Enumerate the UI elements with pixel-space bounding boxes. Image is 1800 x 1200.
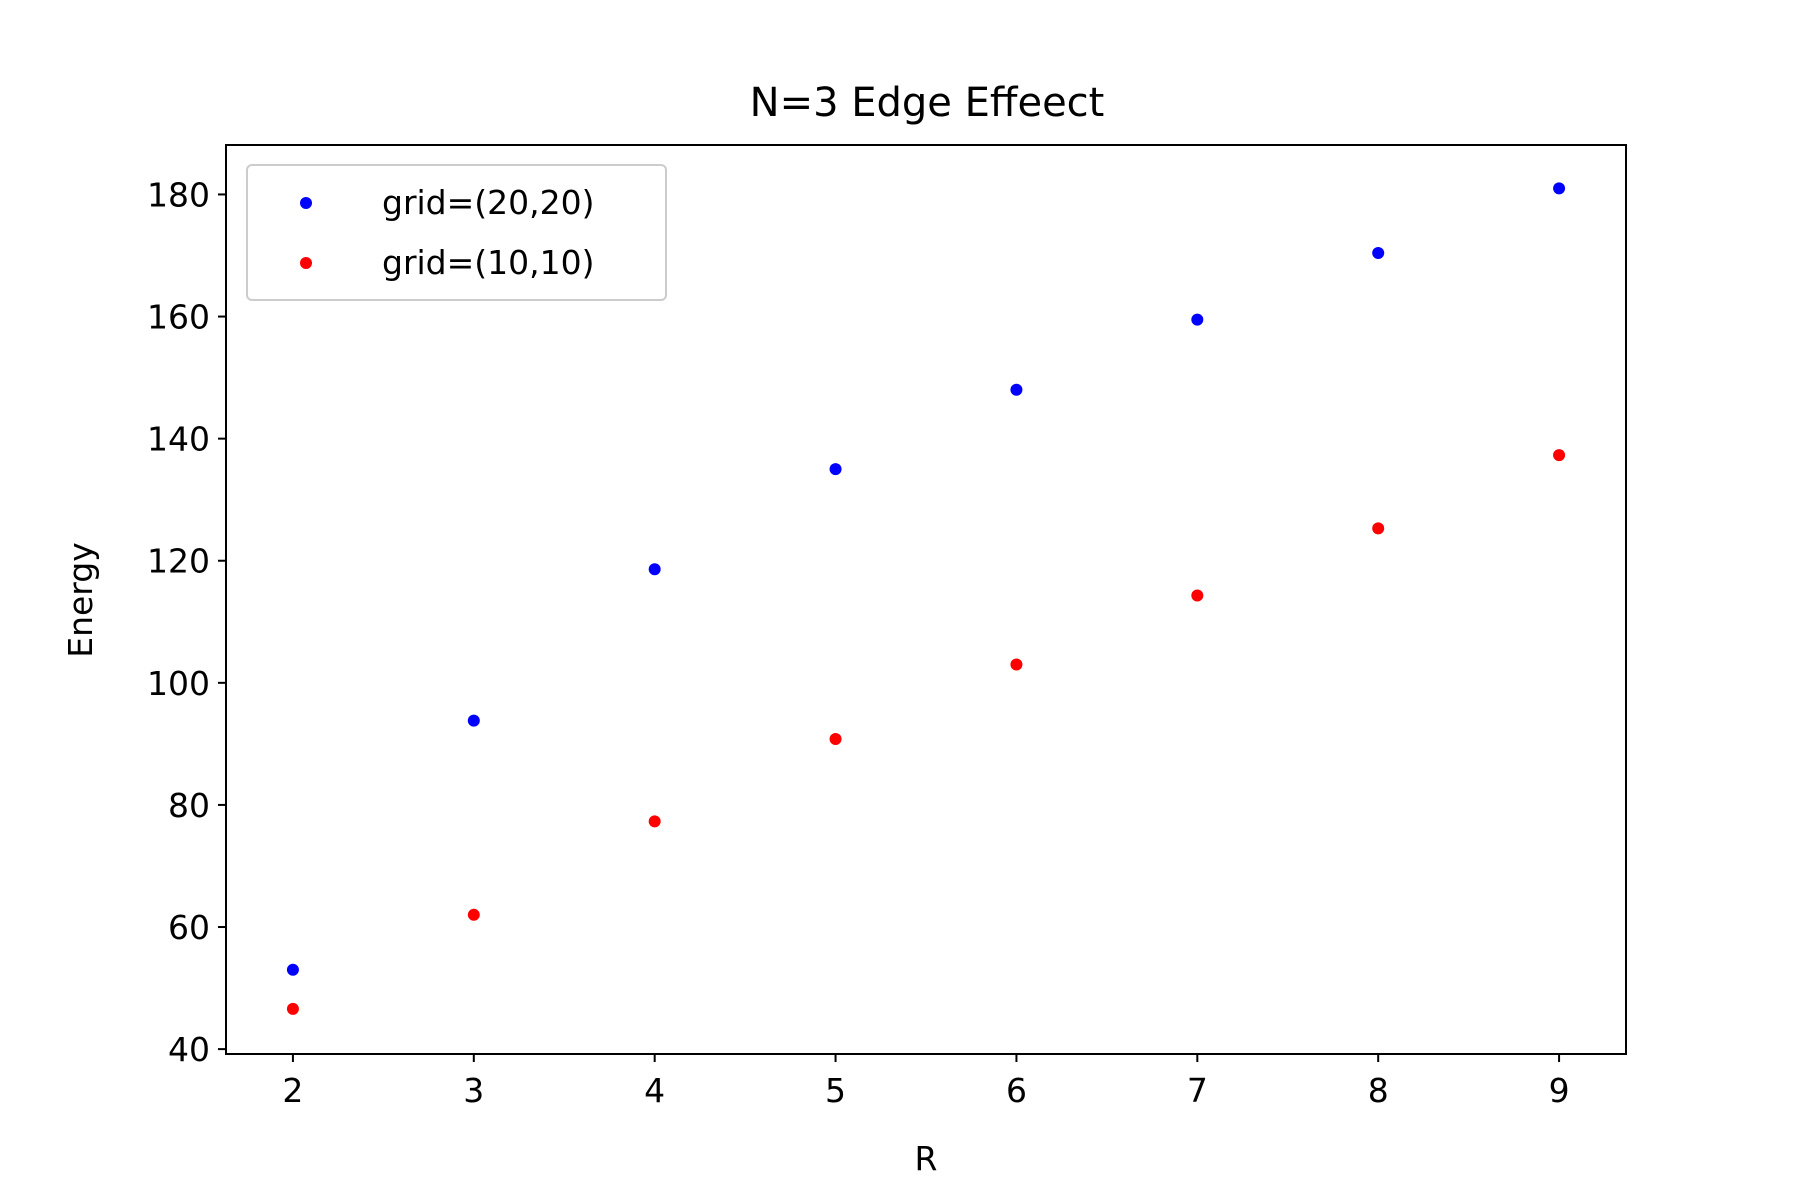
x-tick-label: 5 — [825, 1071, 846, 1110]
plot-area — [286, 182, 1566, 1015]
data-point-series-1 — [648, 563, 661, 576]
x-tick-label: 3 — [463, 1071, 484, 1110]
x-tick-label: 4 — [644, 1071, 665, 1110]
y-tick-label: 40 — [168, 1030, 210, 1069]
x-tick-label: 7 — [1187, 1071, 1208, 1110]
x-axis: 2 3 4 5 6 7 8 9 — [282, 1054, 1570, 1110]
x-tick-label: 2 — [282, 1071, 303, 1110]
y-tick-label: 120 — [147, 542, 210, 581]
data-point-series-1 — [467, 714, 480, 727]
data-point-series-1 — [1553, 182, 1566, 195]
data-point-series-1 — [829, 463, 842, 476]
data-point-series-2 — [467, 908, 480, 921]
x-axis-label: R — [915, 1139, 938, 1178]
y-tick-label: 100 — [147, 664, 210, 703]
y-tick-label: 80 — [168, 786, 210, 825]
data-point-series-2 — [286, 1002, 299, 1015]
legend-label: grid=(10,10) — [382, 243, 595, 282]
data-point-series-2 — [829, 732, 842, 745]
legend-label: grid=(20,20) — [382, 183, 595, 222]
data-point-series-2 — [1191, 589, 1204, 602]
data-point-series-2 — [1553, 449, 1566, 462]
data-point-series-1 — [1191, 313, 1204, 326]
legend: grid=(20,20) grid=(10,10) — [246, 164, 667, 301]
x-tick-label: 8 — [1368, 1071, 1389, 1110]
y-tick-label: 60 — [168, 908, 210, 947]
data-point-series-2 — [648, 815, 661, 828]
data-point-series-2 — [1010, 658, 1023, 671]
data-point-series-1 — [1010, 383, 1023, 396]
y-tick-label: 140 — [147, 420, 210, 459]
data-point-series-2 — [1372, 522, 1385, 535]
chart-title: N=3 Edge Effeect — [750, 80, 1105, 126]
data-point-series-1 — [1372, 247, 1385, 260]
y-tick-label: 180 — [147, 175, 210, 214]
data-point-series-1 — [286, 963, 299, 976]
x-tick-label: 9 — [1549, 1071, 1570, 1110]
legend-marker — [300, 197, 312, 209]
x-tick-label: 6 — [1006, 1071, 1027, 1110]
legend-marker — [300, 257, 312, 269]
y-tick-label: 160 — [147, 298, 210, 337]
y-axis: 40 60 80 100 120 140 160 180 — [147, 175, 226, 1069]
legend-box — [246, 164, 667, 301]
y-axis-label: Energy — [61, 542, 100, 658]
axes-frame — [225, 144, 1627, 1055]
